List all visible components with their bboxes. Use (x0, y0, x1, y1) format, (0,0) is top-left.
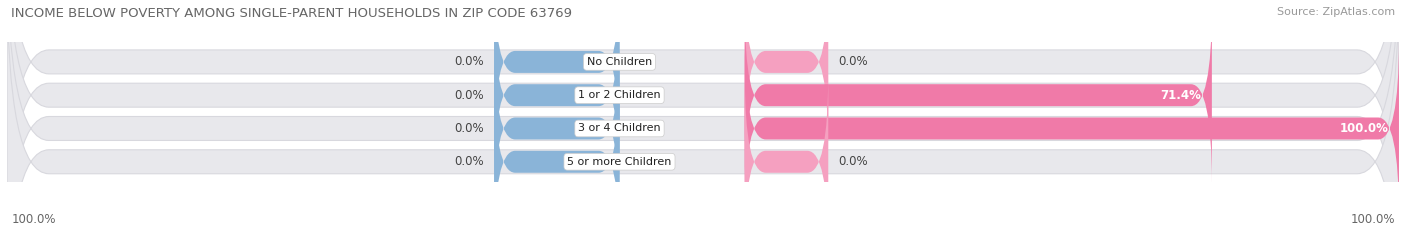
Text: INCOME BELOW POVERTY AMONG SINGLE-PARENT HOUSEHOLDS IN ZIP CODE 63769: INCOME BELOW POVERTY AMONG SINGLE-PARENT… (11, 7, 572, 20)
FancyBboxPatch shape (495, 73, 620, 233)
FancyBboxPatch shape (745, 0, 828, 151)
FancyBboxPatch shape (745, 40, 1399, 217)
FancyBboxPatch shape (495, 6, 620, 184)
Text: Source: ZipAtlas.com: Source: ZipAtlas.com (1277, 7, 1395, 17)
Text: 0.0%: 0.0% (839, 55, 869, 69)
Text: 0.0%: 0.0% (839, 155, 869, 168)
Text: 1 or 2 Children: 1 or 2 Children (578, 90, 661, 100)
Text: 0.0%: 0.0% (454, 155, 484, 168)
Text: 0.0%: 0.0% (454, 122, 484, 135)
Text: 0.0%: 0.0% (454, 89, 484, 102)
Text: 5 or more Children: 5 or more Children (567, 157, 672, 167)
Text: 3 or 4 Children: 3 or 4 Children (578, 123, 661, 134)
FancyBboxPatch shape (745, 73, 828, 233)
Text: 100.0%: 100.0% (1350, 212, 1395, 226)
Text: 100.0%: 100.0% (11, 212, 56, 226)
Text: 71.4%: 71.4% (1160, 89, 1201, 102)
FancyBboxPatch shape (7, 0, 1399, 233)
FancyBboxPatch shape (7, 0, 1399, 233)
FancyBboxPatch shape (495, 0, 620, 151)
FancyBboxPatch shape (745, 6, 1212, 184)
Text: 100.0%: 100.0% (1340, 122, 1389, 135)
FancyBboxPatch shape (495, 40, 620, 217)
Text: No Children: No Children (586, 57, 652, 67)
Text: 0.0%: 0.0% (454, 55, 484, 69)
FancyBboxPatch shape (7, 0, 1399, 233)
FancyBboxPatch shape (7, 0, 1399, 233)
